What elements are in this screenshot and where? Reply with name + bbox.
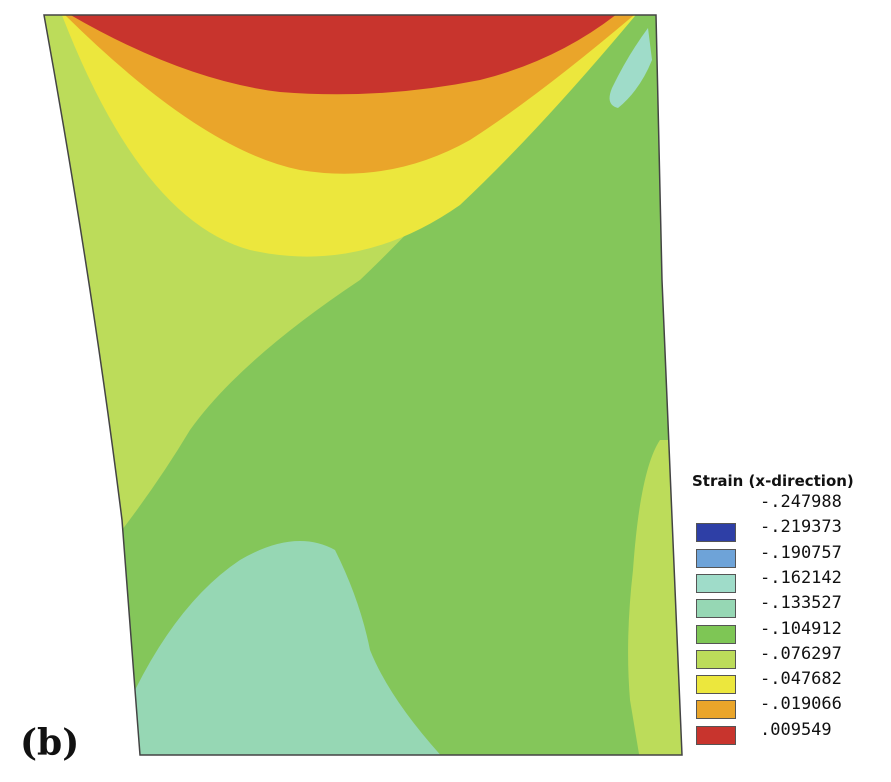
legend-tick-label: -.247988 [760,492,842,512]
legend-tick-label: -.190757 [760,542,842,563]
legend-tick-label: -.104912 [760,618,842,639]
legend-title: Strain (x-direction) [692,472,854,490]
legend-row: -.104912 [690,618,890,647]
legend-swatch [696,573,736,593]
legend-row: -.076297 [690,643,890,672]
legend-row: -.247988 [690,492,890,520]
legend-swatch [696,700,736,720]
legend-swatch [696,725,736,745]
legend-tick-label: -.133527 [760,593,842,614]
legend-swatch [696,523,736,543]
legend-tick-label: -.162142 [760,567,842,588]
legend-row: -.133527 [690,593,890,621]
legend-tick-label: -.019066 [760,694,842,715]
panel-label: (b) [20,722,80,764]
legend-swatch [696,548,736,568]
legend-row: .009549 [690,719,890,748]
legend-swatch [696,599,736,619]
legend-tick-label: -.076297 [760,643,842,664]
light-green-right-strip [628,440,682,755]
legend-swatch [696,624,736,644]
strain-legend: Strain (x-direction) -.247988 -.219373 -.1… [690,472,890,745]
light-teal-corner [609,28,652,108]
legend-tick-label: -.219373 [760,517,842,538]
plate-outline [43,14,683,756]
legend-swatch [696,649,736,669]
legend-tick-label: -.047682 [760,669,842,690]
legend-row: -.162142 [690,567,890,596]
legend-row: -.190757 [690,542,890,571]
teal-region [130,541,445,755]
legend-row: -.047682 [690,669,890,697]
legend-tick-label: .009549 [760,719,832,740]
legend-swatch [696,675,736,695]
legend-row: -.219373 [690,517,890,545]
red-region [62,15,622,95]
legend-row: -.019066 [690,694,890,722]
